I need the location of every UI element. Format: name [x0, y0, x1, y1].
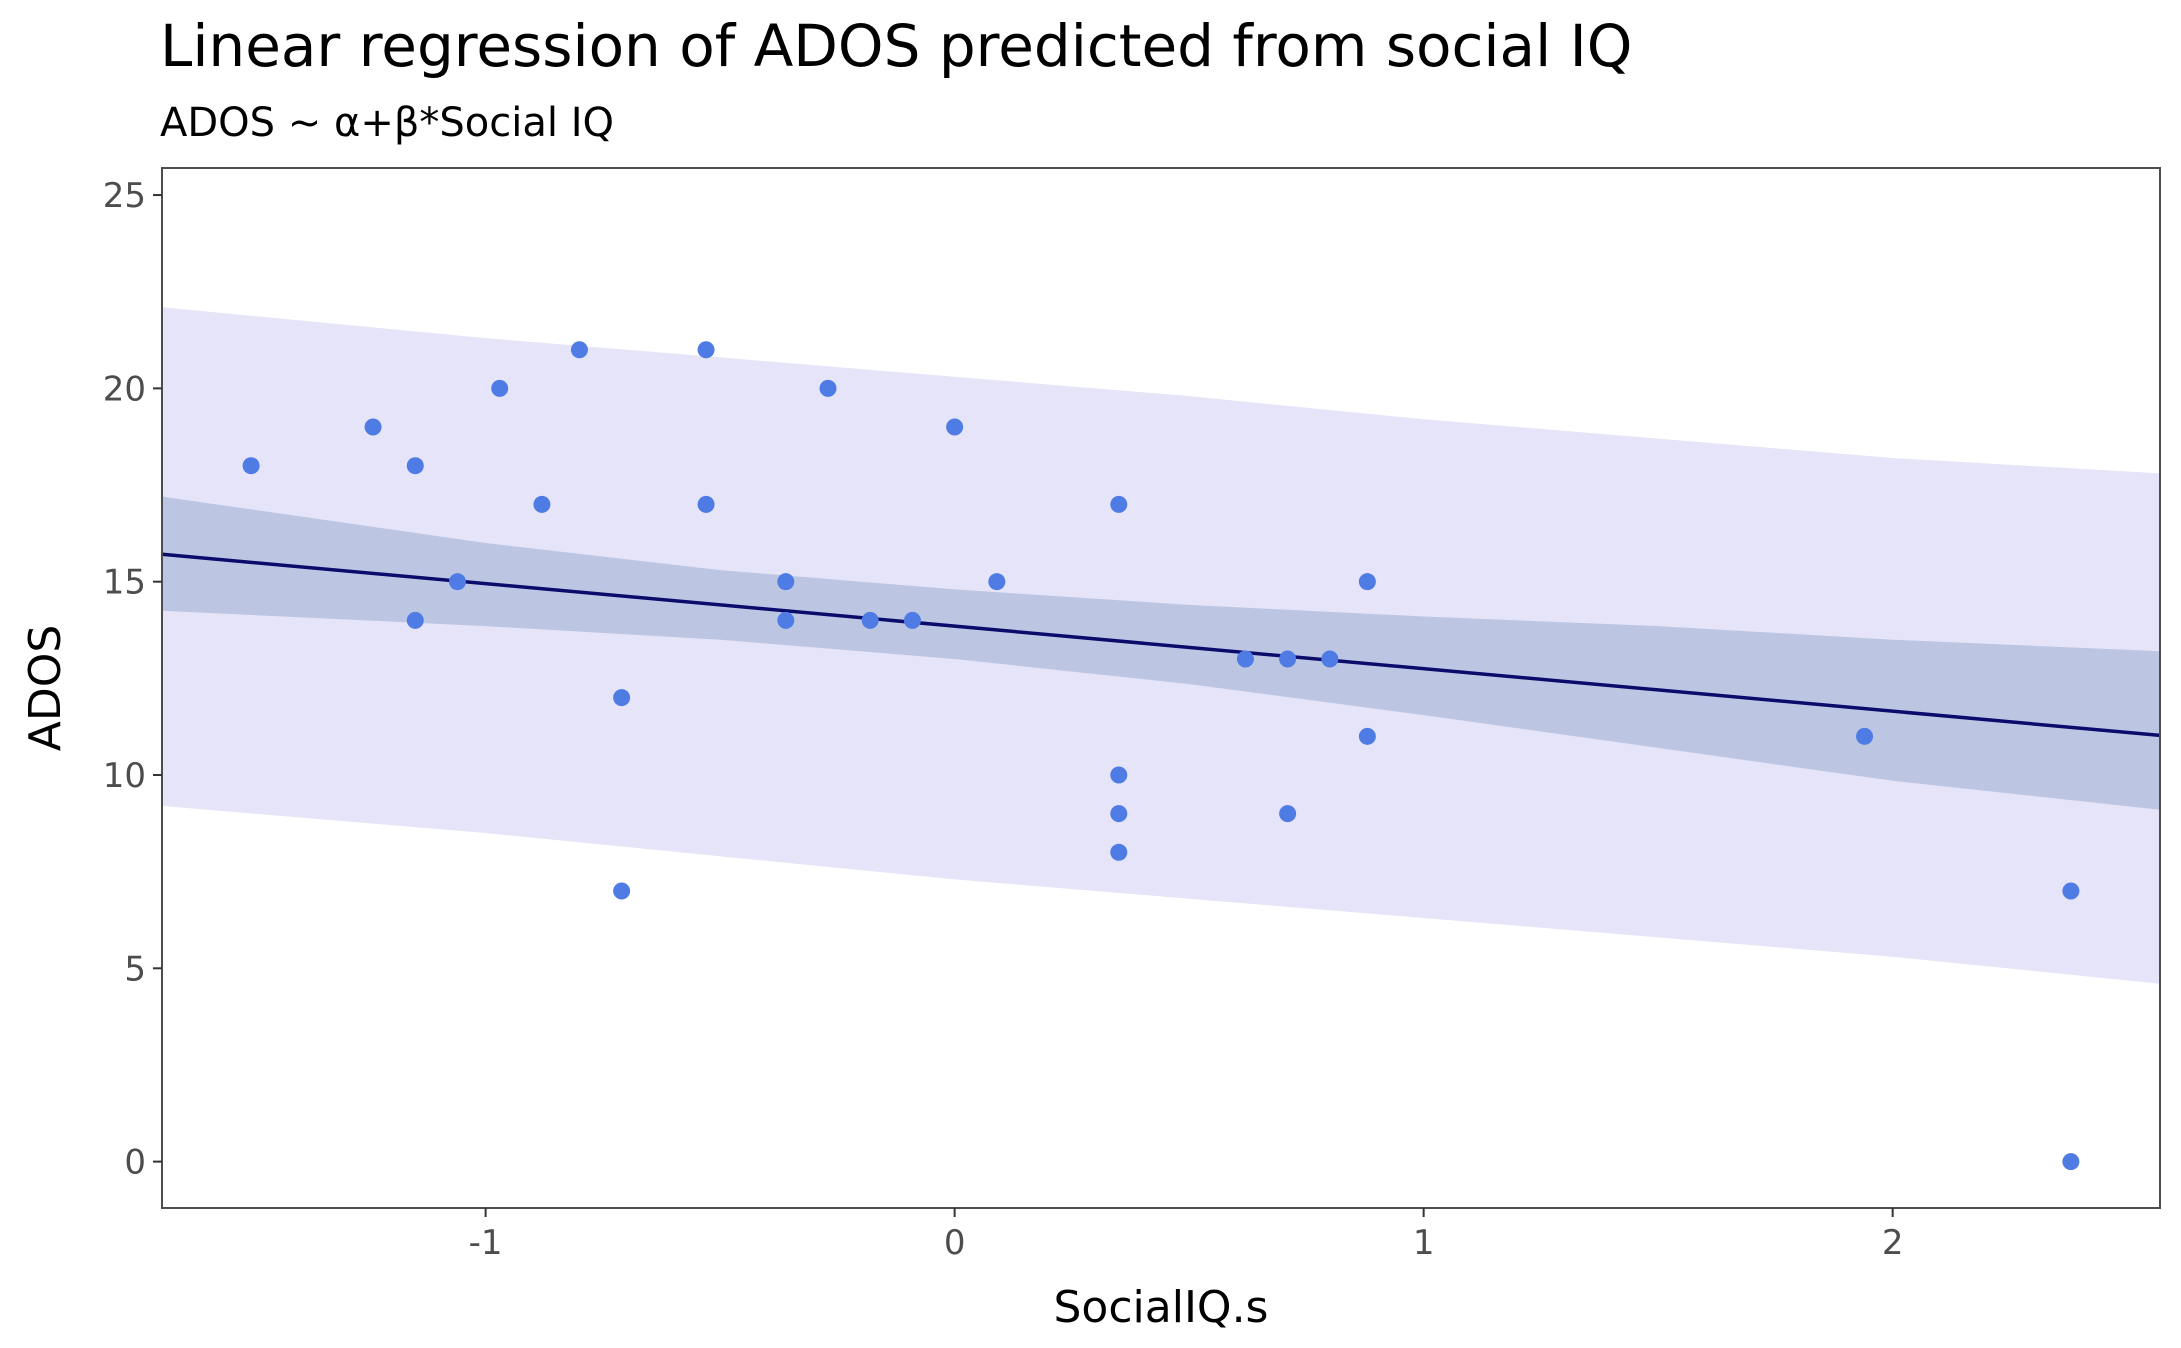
- chart-title: Linear regression of ADOS predicted from…: [160, 12, 1633, 80]
- data-point: [613, 882, 631, 900]
- data-point: [988, 573, 1006, 591]
- y-tick-label: 25: [103, 176, 146, 216]
- y-tick-label: 15: [103, 563, 146, 603]
- x-tick-label: -1: [469, 1223, 503, 1263]
- data-point: [1110, 805, 1128, 823]
- data-point: [406, 611, 424, 629]
- data-point: [2062, 1153, 2080, 1171]
- data-point: [242, 457, 260, 475]
- data-point: [697, 495, 715, 513]
- axis-layer: 0 5 10 15 20 25 -1 0 1 2: [103, 176, 1904, 1263]
- data-point: [491, 379, 509, 397]
- x-tick-label: 0: [944, 1223, 966, 1263]
- data-point: [570, 341, 588, 359]
- data-point: [903, 611, 921, 629]
- data-point: [364, 418, 382, 436]
- regression-line: [161, 552, 2161, 738]
- data-point: [1358, 573, 1376, 591]
- point-layer: [242, 341, 2080, 1171]
- data-point: [613, 689, 631, 707]
- data-point: [861, 611, 879, 629]
- y-tick-label: 5: [124, 949, 146, 989]
- data-point: [1279, 805, 1297, 823]
- data-point: [946, 418, 964, 436]
- data-point: [1321, 650, 1339, 668]
- line-layer: [161, 552, 2161, 738]
- data-point: [1279, 650, 1297, 668]
- data-point: [1856, 727, 1874, 745]
- x-axis-title: SocialIQ.s: [1054, 1282, 1269, 1333]
- x-tick-label: 1: [1413, 1223, 1435, 1263]
- data-point: [1236, 650, 1254, 668]
- y-tick-label: 20: [103, 369, 146, 409]
- chart-subtitle: ADOS ~ α+β*Social IQ: [160, 100, 614, 146]
- data-point: [1358, 727, 1376, 745]
- data-point: [448, 573, 466, 591]
- y-tick-label: 10: [103, 756, 146, 796]
- data-point: [777, 611, 795, 629]
- data-point: [406, 457, 424, 475]
- data-point: [819, 379, 837, 397]
- data-point: [777, 573, 795, 591]
- y-axis-title: ADOS: [20, 625, 71, 752]
- data-point: [2062, 882, 2080, 900]
- confidence-band: [162, 496, 2160, 810]
- plot-panel-border: [161, 167, 2161, 1209]
- data-point: [533, 495, 551, 513]
- data-point: [1110, 766, 1128, 784]
- data-point: [697, 341, 715, 359]
- x-tick-label: 2: [1882, 1223, 1904, 1263]
- data-point: [1110, 495, 1128, 513]
- data-point: [1110, 843, 1128, 861]
- y-tick-label: 0: [124, 1143, 146, 1183]
